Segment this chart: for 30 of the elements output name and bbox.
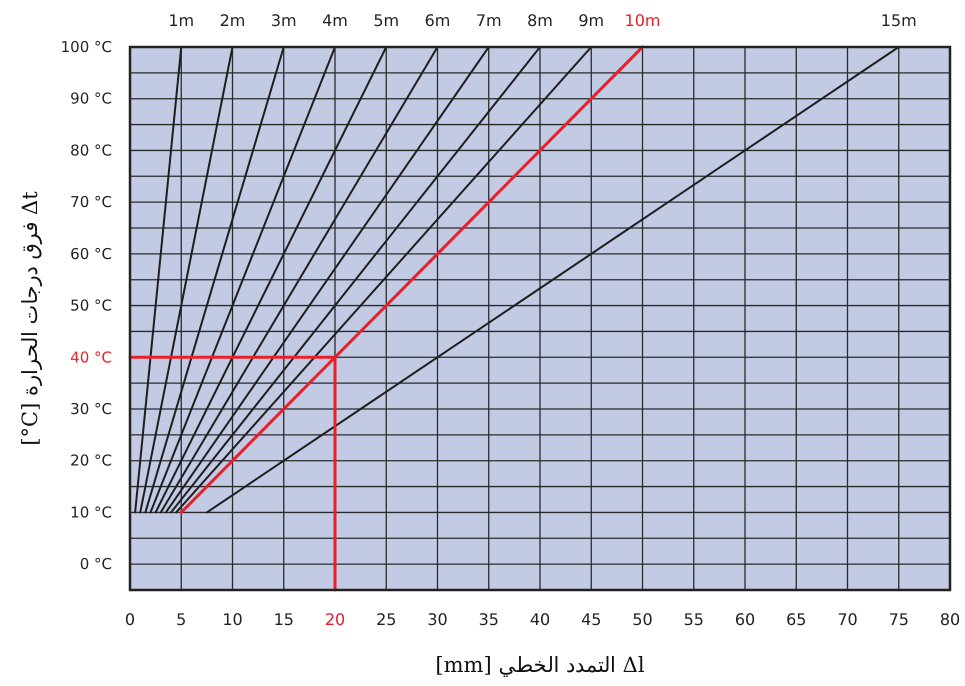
y-tick-label: 80 °C: [70, 141, 112, 160]
x-tick-label: 70: [837, 610, 858, 629]
x-tick-label: 60: [734, 610, 756, 629]
x-tick-label: 55: [684, 610, 704, 629]
y-tick-label: 60 °C: [70, 244, 112, 263]
y-tick-label: 30 °C: [70, 400, 112, 418]
y-axis-title: [°C] فرق درجات الحرارة Δt: [18, 190, 43, 446]
x-tick-label: 30: [427, 610, 448, 629]
x-tick-label: 5: [176, 610, 186, 629]
x-tick-label: 15: [274, 610, 294, 629]
y-tick-label: 50 °C: [70, 296, 112, 315]
y-tick-label: 90 °C: [70, 90, 112, 108]
y-tick-label: 0 °C: [80, 555, 112, 574]
x-tick-label: 80: [940, 610, 960, 629]
y-tick-label: 100 °C: [60, 38, 112, 56]
x-tick-label: 0: [124, 610, 136, 629]
y-tick-label: 70 °C: [70, 193, 112, 212]
x-tick-label: 20: [324, 610, 346, 629]
x-tick-label: 75: [888, 610, 909, 629]
y-tick-label: 20 °C: [70, 452, 112, 470]
x-tick-label: 10: [222, 610, 243, 629]
x-axis-title: [mm] التمدد الخطي Δl: [435, 653, 645, 677]
x-tick-label: 40: [530, 610, 550, 629]
x-tick-label: 35: [478, 610, 499, 629]
x-tick-label: 45: [581, 610, 602, 629]
x-tick-label: 65: [786, 610, 806, 629]
x-tick-label: 50: [632, 610, 653, 629]
y-tick-label: 10 °C: [70, 503, 112, 522]
x-tick-label: 25: [376, 610, 396, 629]
y-tick-label: 40 °C: [70, 348, 112, 366]
